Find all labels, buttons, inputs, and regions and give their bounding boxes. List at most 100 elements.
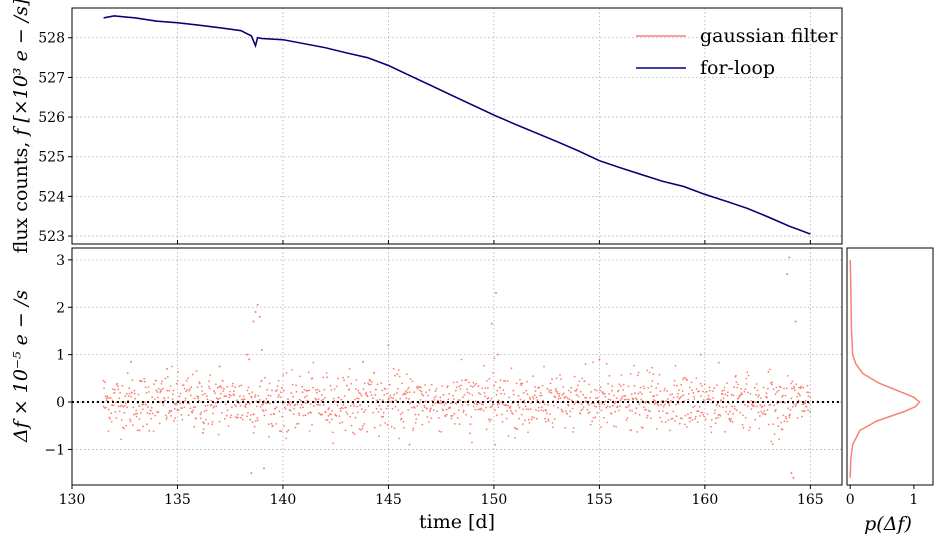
residual-point	[613, 402, 616, 405]
residual-point	[697, 410, 700, 413]
residual-point	[119, 405, 122, 408]
residual-point	[132, 413, 135, 416]
residual-point	[141, 408, 144, 411]
residual-point	[514, 437, 517, 439]
residual-point	[350, 424, 353, 427]
residual-point	[540, 409, 543, 412]
residual-point	[267, 423, 270, 426]
residual-point	[604, 395, 607, 398]
residual-point	[483, 365, 485, 367]
residual-point	[520, 384, 523, 387]
residual-point	[564, 410, 567, 412]
residual-point	[526, 380, 528, 383]
residual-point	[758, 394, 760, 397]
residual-point	[795, 402, 798, 405]
residual-point	[712, 397, 715, 399]
residual-point	[286, 430, 288, 433]
residual-point	[255, 420, 257, 422]
residual-point	[383, 394, 386, 396]
residual-point	[460, 384, 462, 387]
residual-point	[507, 435, 510, 437]
residual-point	[321, 394, 323, 396]
residual-point	[396, 392, 398, 395]
residual-point	[124, 404, 126, 407]
residual-point	[373, 426, 376, 429]
residual-point	[595, 405, 598, 408]
residual-point	[556, 391, 559, 393]
residual-point	[688, 386, 691, 389]
residual-point	[634, 412, 637, 415]
residual-point	[172, 393, 174, 395]
residual-point	[725, 405, 728, 408]
residual-point	[179, 402, 181, 405]
residual-point	[635, 397, 637, 399]
residual-point	[593, 405, 596, 407]
residual-point	[533, 416, 535, 419]
residual-point	[462, 411, 465, 414]
residual-point	[240, 398, 243, 401]
residual-point	[512, 413, 514, 415]
residual-point	[676, 395, 679, 398]
residual-point	[772, 388, 775, 391]
top-y-tick-label-5: 528	[38, 31, 65, 47]
residual-point	[692, 406, 694, 409]
residual-point	[553, 418, 556, 420]
residual-point	[776, 417, 779, 420]
residual-point	[211, 421, 214, 423]
residual-point	[319, 404, 321, 406]
residual-point	[807, 409, 809, 412]
residual-point	[757, 396, 759, 398]
residual-point	[779, 386, 782, 389]
residual-point	[520, 413, 523, 416]
residual-point	[503, 380, 505, 382]
residual-point	[299, 407, 302, 409]
residual-point	[702, 413, 705, 416]
residual-point	[131, 379, 134, 382]
residual-point	[272, 424, 274, 427]
residual-point	[307, 371, 310, 374]
bottom-x-tick-label-1: 135	[164, 492, 191, 508]
residual-point	[450, 415, 452, 417]
residual-point	[573, 403, 576, 405]
residual-point	[359, 392, 362, 395]
residual-point	[161, 380, 164, 383]
residual-point	[198, 381, 201, 383]
residual-point	[624, 395, 627, 397]
residual-point	[527, 408, 530, 411]
residual-point	[300, 403, 303, 406]
residual-point	[627, 398, 630, 401]
bottom-panel: 130 135 140 145 150 155 160 165 −1 0 1 2 3 time [d]…	[10, 247, 843, 533]
residual-point	[116, 382, 119, 385]
residual-point	[781, 428, 784, 431]
residual-point	[667, 398, 669, 400]
residual-point	[668, 404, 671, 407]
residual-point	[576, 388, 578, 391]
residual-point	[140, 380, 143, 383]
residual-point	[281, 386, 283, 389]
residual-point	[380, 382, 383, 385]
residual-point	[550, 389, 552, 392]
residual-point	[780, 421, 782, 424]
residual-point	[669, 400, 672, 402]
residual-point	[709, 398, 712, 401]
residual-point	[258, 399, 261, 401]
residual-point	[682, 394, 685, 397]
residual-point	[722, 406, 724, 408]
residual-point	[520, 382, 522, 385]
residual-point	[663, 389, 666, 392]
residual-point	[608, 374, 611, 377]
residual-point	[685, 426, 688, 428]
residual-point	[433, 396, 435, 399]
residual-point	[535, 409, 537, 411]
residual-point	[796, 417, 799, 419]
residual-point	[306, 389, 309, 392]
residual-point	[267, 394, 270, 397]
residual-point	[624, 398, 626, 401]
residual-point	[355, 379, 358, 381]
residual-point	[534, 390, 537, 392]
residual-point	[142, 403, 145, 406]
residual-point	[157, 396, 159, 399]
residual-point	[538, 402, 541, 404]
residual-point	[416, 387, 419, 390]
